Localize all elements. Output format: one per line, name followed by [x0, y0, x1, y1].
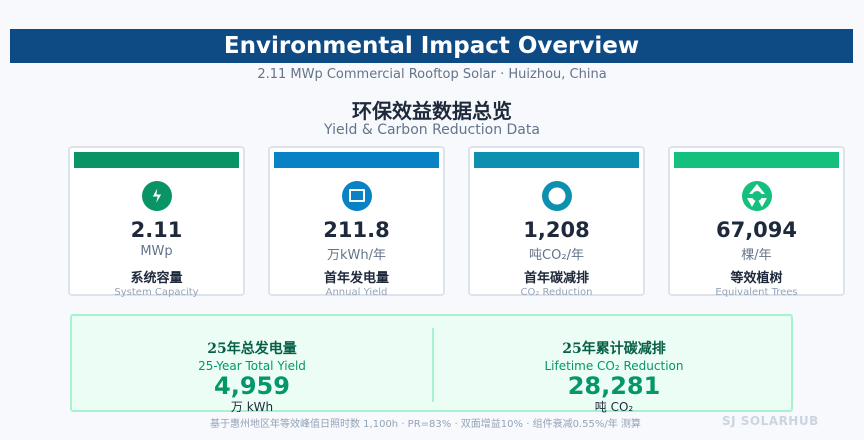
card-accent-bar	[674, 152, 839, 168]
metric-unit: MWp	[140, 244, 173, 259]
metric-label-zh: 首年发电量	[323, 271, 389, 286]
metric-value: 1,208	[523, 218, 590, 242]
metric-label-en: CO₂ Reduction	[520, 287, 593, 298]
metric-unit: 棵/年	[741, 248, 772, 263]
summary-value: 28,281	[567, 372, 661, 400]
summary-co2-reduction: 25年累计碳减排 Lifetime CO₂ Reduction 28,281 吨…	[434, 316, 794, 414]
metric-card-trees: 67,094 棵/年 等效植树 Equivalent Trees	[668, 146, 845, 298]
section-title: 环保效益数据总览	[352, 99, 512, 123]
metric-label-zh: 等效植树	[730, 271, 783, 286]
metric-value: 211.8	[323, 218, 390, 242]
metric-unit: 万kWh/年	[326, 248, 386, 263]
metric-card-yield: 211.8 万kWh/年 首年发电量 Annual Yield	[268, 146, 445, 298]
metric-value: 67,094	[715, 218, 798, 242]
lifetime-summary-panel: 25年总发电量 25-Year Total Yield 4,959 万 kWh …	[70, 314, 794, 414]
summary-value: 4,959	[214, 372, 290, 400]
section-subtitle: Yield & Carbon Reduction Data	[324, 122, 540, 138]
page-title: Environmental Impact Overview	[10, 29, 853, 63]
card-accent-bar	[74, 152, 239, 168]
summary-unit: 吨 CO₂	[594, 400, 634, 414]
summary-divider	[432, 328, 434, 402]
panel-icon	[341, 181, 372, 211]
metric-card-co2: 1,208 吨CO₂/年 首年碳减排 CO₂ Reduction	[468, 146, 645, 298]
summary-label-en: Lifetime CO₂ Reduction	[544, 359, 684, 373]
metric-label-en: System Capacity	[114, 287, 199, 298]
lightning-icon	[141, 181, 172, 211]
page-subtitle: 2.11 MWp Commercial Rooftop Solar · Huiz…	[257, 67, 607, 82]
metric-label-en: Equivalent Trees	[715, 287, 798, 298]
metric-unit: 吨CO₂/年	[529, 248, 584, 263]
summary-label-zh: 25年总发电量	[207, 341, 297, 357]
summary-label-zh: 25年累计碳减排	[562, 341, 666, 357]
card-accent-bar	[474, 152, 639, 168]
metric-label-zh: 系统容量	[130, 271, 183, 286]
card-accent-bar	[274, 152, 439, 168]
calculation-footnote: 基于惠州地区年等效峰值日照时数 1,100h · PR=83% · 双面增益10…	[210, 419, 641, 430]
metric-card-capacity: 2.11 MWp 系统容量 System Capacity	[68, 146, 245, 298]
brand-watermark: SJ SOLARHUB	[722, 414, 819, 428]
recycle-icon	[741, 181, 772, 211]
summary-total-yield: 25年总发电量 25-Year Total Yield 4,959 万 kWh	[72, 316, 432, 414]
summary-label-en: 25-Year Total Yield	[198, 359, 306, 373]
metric-label-en: Annual Yield	[325, 287, 388, 298]
metric-label-zh: 首年碳减排	[523, 271, 589, 286]
metric-value: 2.11	[130, 218, 183, 242]
summary-unit: 万 kWh	[230, 400, 274, 414]
ring-icon	[541, 181, 572, 211]
